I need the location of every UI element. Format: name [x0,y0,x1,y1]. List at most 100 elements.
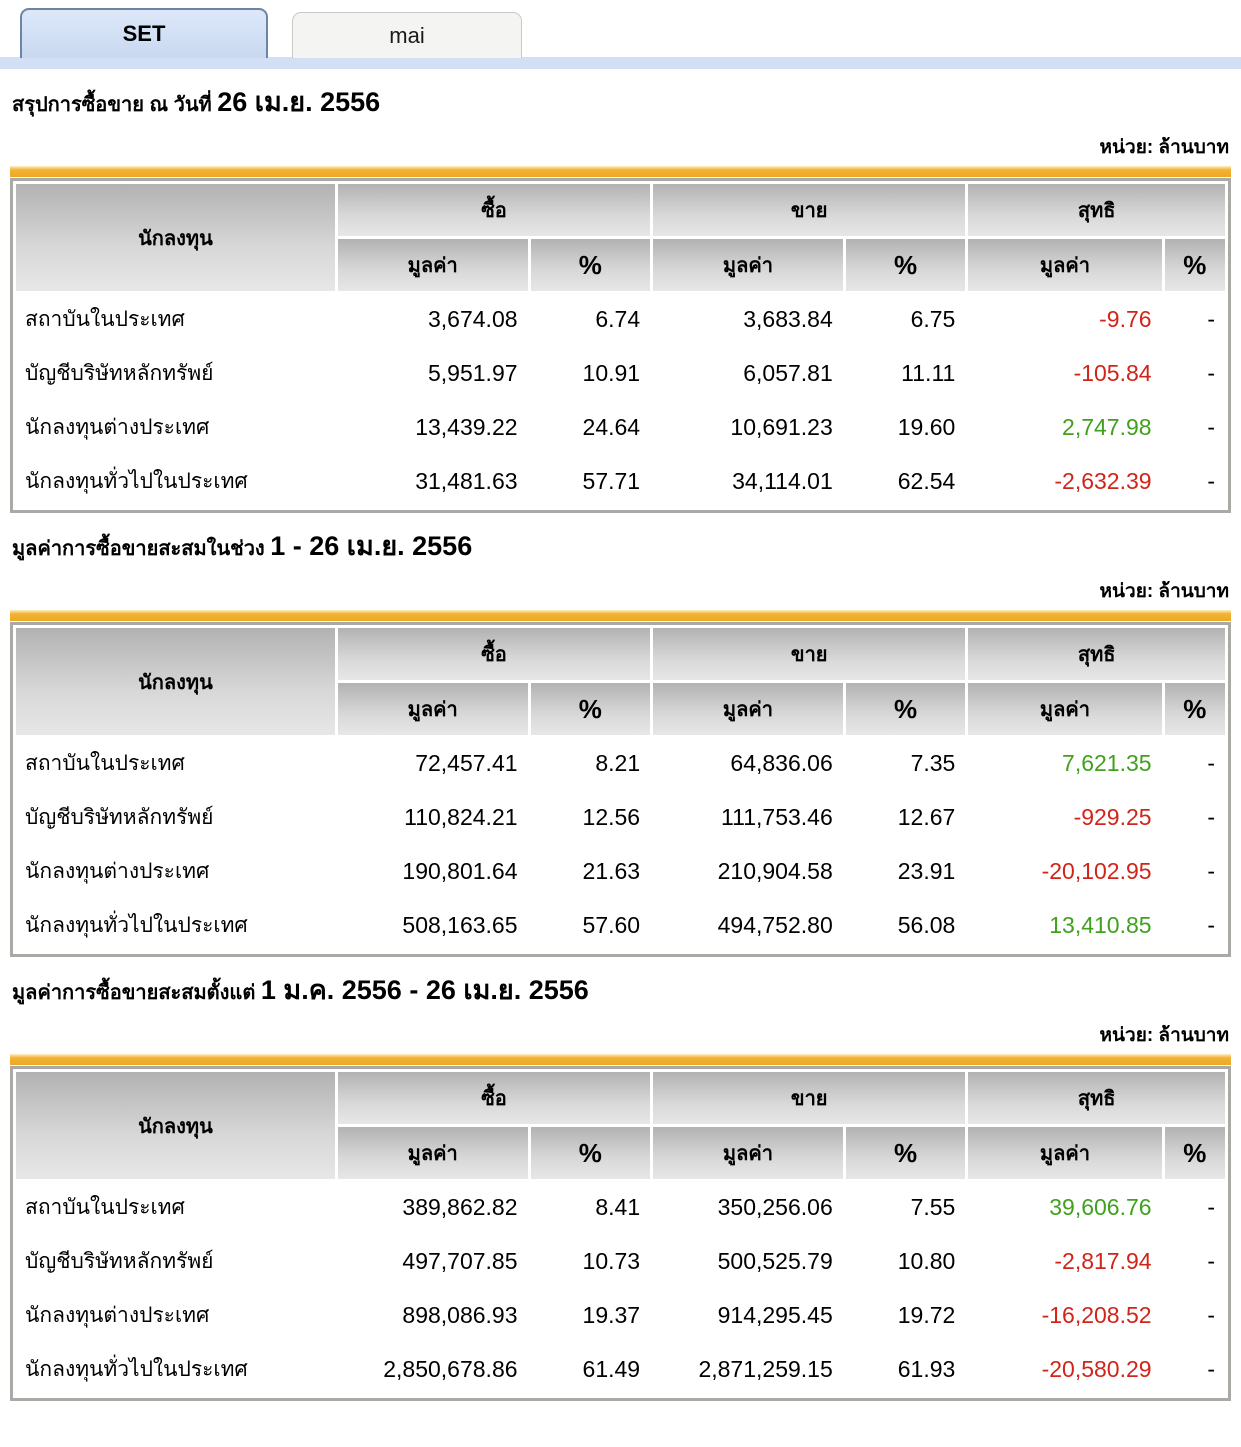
col-header-buy: ซื้อ [337,1072,651,1124]
sell-pct-cell: 10.80 [845,1236,966,1287]
net-pct-cell: - [1164,348,1225,399]
col-header-buy: ซื้อ [337,184,651,236]
col-header-investor: นักลงทุน [16,184,335,291]
bottom-whitespace [0,1401,1241,1447]
net-pct-cell: - [1164,456,1225,507]
buy-pct-cell: 24.64 [530,402,651,453]
buy-value-cell: 2,850,678.86 [337,1344,528,1395]
buy-value-cell: 497,707.85 [337,1236,528,1287]
buy-pct-cell: 19.37 [530,1290,651,1341]
section-month-to-date: มูลค่าการซื้อขายสะสมในช่วง 1 - 26 เม.ย. … [10,529,1231,957]
unit-label: หน่วย: ล้านบาท [1099,581,1229,602]
col-header-sell-value: มูลค่า [653,683,843,735]
table-row: สถาบันในประเทศ 72,457.41 8.21 64,836.06 … [16,738,1225,789]
sell-value-cell: 34,114.01 [653,456,843,507]
section-daily-summary: สรุปการซื้อขาย ณ วันที่ 26 เม.ย. 2556 หน… [10,85,1231,513]
col-header-sell-pct: % [845,1127,966,1179]
net-value-cell: -20,102.95 [968,846,1162,897]
market-tabbar: SET mai [0,0,1241,58]
col-header-buy: ซื้อ [337,628,651,680]
accent-bar [10,610,1231,621]
unit-label: หน่วย: ล้านบาท [1099,137,1229,158]
section-title: มูลค่าการซื้อขายสะสมตั้งแต่ 1 ม.ค. 2556 … [12,973,1229,1010]
sell-pct-cell: 11.11 [845,348,966,399]
investor-label: บัญชีบริษัทหลักทรัพย์ [16,1236,335,1287]
table-row: นักลงทุนทั่วไปในประเทศ 31,481.63 57.71 3… [16,456,1225,507]
investor-label: นักลงทุนต่างประเทศ [16,402,335,453]
buy-value-cell: 508,163.65 [337,900,528,951]
col-header-buy-pct: % [530,239,651,291]
col-header-net-pct: % [1164,683,1225,735]
net-value-cell: -20,580.29 [968,1344,1162,1395]
col-header-investor: นักลงทุน [16,1072,335,1179]
sell-value-cell: 500,525.79 [653,1236,843,1287]
buy-value-cell: 389,862.82 [337,1182,528,1233]
net-pct-cell: - [1164,1290,1225,1341]
section-title-prefix: มูลค่าการซื้อขายสะสมในช่วง [12,538,265,560]
col-header-net-value: มูลค่า [968,1127,1162,1179]
table-row: บัญชีบริษัทหลักทรัพย์ 5,951.97 10.91 6,0… [16,348,1225,399]
col-header-net: สุทธิ [968,628,1225,680]
buy-value-cell: 72,457.41 [337,738,528,789]
net-pct-cell: - [1164,846,1225,897]
investor-label: นักลงทุนต่างประเทศ [16,846,335,897]
buy-value-cell: 3,674.08 [337,294,528,345]
sell-value-cell: 350,256.06 [653,1182,843,1233]
net-pct-cell: - [1164,1344,1225,1395]
sell-value-cell: 2,871,259.15 [653,1344,843,1395]
investor-label: บัญชีบริษัทหลักทรัพย์ [16,348,335,399]
col-header-sell-pct: % [845,683,966,735]
buy-pct-cell: 8.21 [530,738,651,789]
unit-label: หน่วย: ล้านบาท [1099,1025,1229,1046]
col-header-sell-pct: % [845,239,966,291]
investor-label: สถาบันในประเทศ [16,1182,335,1233]
buy-value-cell: 31,481.63 [337,456,528,507]
col-header-net: สุทธิ [968,184,1225,236]
net-value-cell: -2,632.39 [968,456,1162,507]
buy-pct-cell: 8.41 [530,1182,651,1233]
net-value-cell: -9.76 [968,294,1162,345]
tab-set[interactable]: SET [20,8,268,58]
buy-value-cell: 110,824.21 [337,792,528,843]
sell-pct-cell: 12.67 [845,792,966,843]
trading-summary-table: นักลงทุน ซื้อ ขาย สุทธิ มูลค่า % มูลค่า … [10,1066,1231,1401]
buy-value-cell: 190,801.64 [337,846,528,897]
tab-mai[interactable]: mai [292,12,522,58]
section-title-prefix: มูลค่าการซื้อขายสะสมตั้งแต่ [12,982,256,1004]
sell-pct-cell: 19.72 [845,1290,966,1341]
net-value-cell: 39,606.76 [968,1182,1162,1233]
accent-bar [10,166,1231,177]
buy-pct-cell: 12.56 [530,792,651,843]
sell-value-cell: 111,753.46 [653,792,843,843]
col-header-buy-pct: % [530,683,651,735]
sell-value-cell: 64,836.06 [653,738,843,789]
col-header-investor: นักลงทุน [16,628,335,735]
net-pct-cell: - [1164,738,1225,789]
net-pct-cell: - [1164,1236,1225,1287]
net-value-cell: -2,817.94 [968,1236,1162,1287]
col-header-sell-value: มูลค่า [653,239,843,291]
trading-summary-table: นักลงทุน ซื้อ ขาย สุทธิ มูลค่า % มูลค่า … [10,178,1231,513]
net-value-cell: -105.84 [968,348,1162,399]
table-row: นักลงทุนต่างประเทศ 13,439.22 24.64 10,69… [16,402,1225,453]
table-row: สถาบันในประเทศ 389,862.82 8.41 350,256.0… [16,1182,1225,1233]
net-value-cell: 2,747.98 [968,402,1162,453]
net-value-cell: 13,410.85 [968,900,1162,951]
section-title-date: 26 เม.ย. 2556 [217,87,381,117]
buy-pct-cell: 10.73 [530,1236,651,1287]
sell-value-cell: 3,683.84 [653,294,843,345]
sell-pct-cell: 6.75 [845,294,966,345]
sell-value-cell: 494,752.80 [653,900,843,951]
col-header-sell: ขาย [653,184,966,236]
investor-label: สถาบันในประเทศ [16,294,335,345]
col-header-sell-value: มูลค่า [653,1127,843,1179]
investor-label: สถาบันในประเทศ [16,738,335,789]
net-value-cell: -929.25 [968,792,1162,843]
sell-pct-cell: 7.35 [845,738,966,789]
net-pct-cell: - [1164,1182,1225,1233]
table-row: บัญชีบริษัทหลักทรัพย์ 110,824.21 12.56 1… [16,792,1225,843]
buy-pct-cell: 10.91 [530,348,651,399]
col-header-sell: ขาย [653,1072,966,1124]
col-header-net-pct: % [1164,239,1225,291]
col-header-buy-pct: % [530,1127,651,1179]
